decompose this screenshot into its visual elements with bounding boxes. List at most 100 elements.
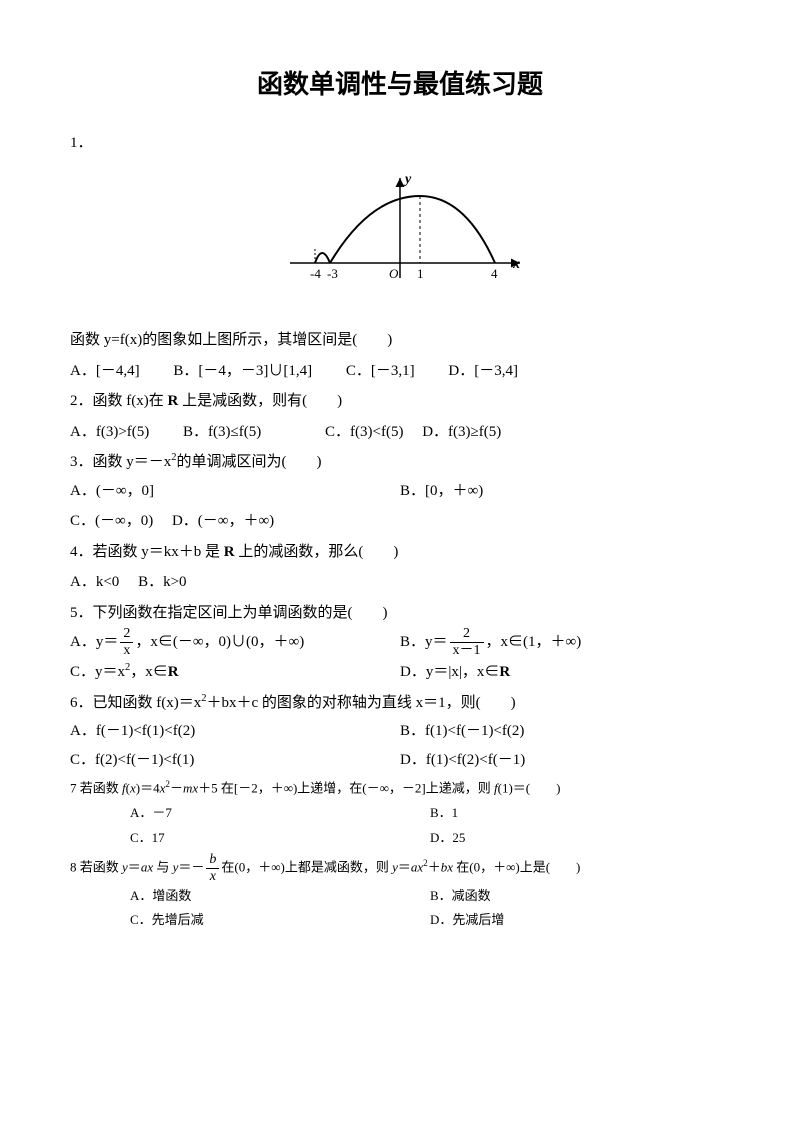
q2-opt-a: A．f(3)>f(5) bbox=[70, 424, 149, 440]
q7-m: m bbox=[183, 781, 192, 796]
svg-text:-3: -3 bbox=[327, 266, 338, 281]
q6-stem-a: 6．已知函数 f(x)＝x bbox=[70, 695, 201, 711]
q5b-den: x－1 bbox=[450, 643, 484, 658]
q1-options: A．[－4,4] B．[－4，－3]∪[1,4] C．[－3,1] D．[－3,… bbox=[70, 357, 730, 386]
q1-opt-b: B．[－4，－3]∪[1,4] bbox=[173, 363, 312, 379]
q1-opt-a: A．[－4,4] bbox=[70, 363, 140, 379]
q7-s3: )＝4 bbox=[136, 781, 160, 796]
q8-bd: x bbox=[206, 869, 219, 884]
q7-s6: (1)＝( ) bbox=[498, 781, 561, 796]
q3-options-row2: C．(－∞，0) D．(－∞，＋∞) bbox=[70, 507, 730, 536]
q3-options-row1: A．(－∞，0] B．[0，＋∞) bbox=[70, 477, 730, 506]
q7-stem: 7 若函数 f(x)＝4x2－mx＋5 在[－2，＋∞)上递增，在(－∞，－2]… bbox=[70, 776, 730, 801]
q5-opt-b: B．y＝2x－1，x∈(1，＋∞) bbox=[400, 627, 730, 658]
q8-s2: 与 bbox=[153, 859, 173, 874]
q1-graph: -4 -3 O 1 4 x y bbox=[70, 168, 730, 309]
q5-options-row1: A．y＝2x，x∈(－∞，0)∪(0，＋∞) B．y＝2x－1，x∈(1，＋∞) bbox=[70, 627, 730, 658]
q3-opt-b: B．[0，＋∞) bbox=[400, 477, 730, 506]
q8-s1: 8 若函数 bbox=[70, 859, 122, 874]
q8-s5: 在(0，＋∞)上是( ) bbox=[453, 859, 580, 874]
q8-plus: ＋ bbox=[428, 859, 441, 874]
q1-stem: 函数 y=f(x)的图象如上图所示，其增区间是( ) bbox=[70, 326, 730, 355]
q8-frac: bx bbox=[206, 853, 219, 884]
q8-opt-b: B．减函数 bbox=[430, 884, 730, 909]
q5d-pre: D．y＝|x|，x∈ bbox=[400, 664, 499, 680]
svg-text:y: y bbox=[403, 172, 412, 187]
q8-options-row2: C．先增后减 D．先减后增 bbox=[70, 908, 730, 933]
q4-stem: 4．若函数 y＝kx＋b 是 R 上的减函数，那么( ) bbox=[70, 538, 730, 567]
q6-stem-b: ＋bx＋c 的图象的对称轴为直线 x＝1，则( ) bbox=[207, 695, 516, 711]
q7-opt-c: C．17 bbox=[130, 826, 430, 851]
q3-opt-d: D．(－∞，＋∞) bbox=[172, 513, 274, 529]
q8-stem: 8 若函数 y＝ax 与 y＝－bx在(0，＋∞)上都是减函数，则 y＝ax2＋… bbox=[70, 853, 730, 884]
q4-stem-a: 4．若函数 y＝kx＋b 是 bbox=[70, 544, 224, 560]
q7-s4: － bbox=[170, 781, 183, 796]
q8-opt-a: A．增函数 bbox=[130, 884, 430, 909]
q1-opt-c: C．[－3,1] bbox=[346, 363, 415, 379]
q7-opt-b: B．1 bbox=[430, 801, 730, 826]
q3-stem: 3．函数 y＝－x2的单调减区间为( ) bbox=[70, 448, 730, 477]
q5d-R: R bbox=[499, 664, 510, 680]
q3-opt-a: A．(－∞，0] bbox=[70, 477, 400, 506]
q2-R: R bbox=[168, 393, 179, 409]
q5a-num: 2 bbox=[120, 627, 133, 643]
q2-opt-d: D．f(3)≥f(5) bbox=[422, 424, 501, 440]
q6-opt-a: A．f(－1)<f(1)<f(2) bbox=[70, 717, 400, 746]
q2-options: A．f(3)>f(5) B．f(3)≤f(5) C．f(3)<f(5) D．f(… bbox=[70, 418, 730, 447]
q5c-R: R bbox=[168, 664, 179, 680]
q8-bn: b bbox=[206, 853, 219, 869]
q8-options-row1: A．增函数 B．减函数 bbox=[70, 884, 730, 909]
q6-opt-d: D．f(1)<f(2)<f(－1) bbox=[400, 746, 730, 775]
q2-opt-b: B．f(3)≤f(5) bbox=[183, 424, 261, 440]
q5-options-row2: C．y＝x2，x∈R D．y＝|x|，x∈R bbox=[70, 658, 730, 687]
q6-stem: 6．已知函数 f(x)＝x2＋bx＋c 的图象的对称轴为直线 x＝1，则( ) bbox=[70, 689, 730, 718]
q5b-pre: B．y＝ bbox=[400, 634, 448, 650]
q5-opt-c: C．y＝x2，x∈R bbox=[70, 658, 400, 687]
svg-text:x: x bbox=[512, 257, 520, 272]
q5a-frac: 2x bbox=[120, 627, 133, 658]
q5a-post: ，x∈(－∞，0)∪(0，＋∞) bbox=[135, 634, 304, 650]
q2-opt-c: C．f(3)<f(5) bbox=[325, 424, 403, 440]
q5b-post: ，x∈(1，＋∞) bbox=[486, 634, 582, 650]
q4-opt-a: A．k<0 bbox=[70, 574, 119, 590]
q8-eq1: ＝ bbox=[128, 859, 141, 874]
q2-stem-b: 上是减函数，则有( ) bbox=[178, 393, 342, 409]
q4-R: R bbox=[224, 544, 235, 560]
q7-opt-d: D．25 bbox=[430, 826, 730, 851]
q7-s5: ＋5 在[－2，＋∞)上递增，在(－∞，－2]上递减，则 bbox=[198, 781, 494, 796]
q8-opt-c: C．先增后减 bbox=[130, 908, 430, 933]
q6-options-row2: C．f(2)<f(－1)<f(1) D．f(1)<f(2)<f(－1) bbox=[70, 746, 730, 775]
q1-opt-d: D．[－3,4] bbox=[448, 363, 518, 379]
q4-options: A．k<0 B．k>0 bbox=[70, 568, 730, 597]
q3-opt-c: C．(－∞，0) bbox=[70, 513, 153, 529]
svg-text:4: 4 bbox=[491, 266, 498, 281]
q5b-frac: 2x－1 bbox=[450, 627, 484, 658]
q8-s4: 在(0，＋∞)上都是减函数，则 bbox=[221, 859, 392, 874]
q5-stem: 5．下列函数在指定区间上为单调函数的是( ) bbox=[70, 599, 730, 628]
q7-opt-a: A．－7 bbox=[130, 801, 430, 826]
q6-options-row1: A．f(－1)<f(1)<f(2) B．f(1)<f(－1)<f(2) bbox=[70, 717, 730, 746]
page-title: 函数单调性与最值练习题 bbox=[70, 60, 730, 109]
q4-opt-b: B．k>0 bbox=[138, 574, 186, 590]
q5b-num: 2 bbox=[450, 627, 484, 643]
q7-options-row2: C．17 D．25 bbox=[70, 826, 730, 851]
q4-stem-b: 上的减函数，那么( ) bbox=[235, 544, 399, 560]
q2-stem: 2．函数 f(x)在 R 上是减函数，则有( ) bbox=[70, 387, 730, 416]
q7-s1: 7 若函数 bbox=[70, 781, 122, 796]
q5c-pre: C．y＝x bbox=[70, 664, 125, 680]
q3-stem-a: 3．函数 y＝－x bbox=[70, 454, 171, 470]
q6-opt-c: C．f(2)<f(－1)<f(1) bbox=[70, 746, 400, 775]
q7-options-row1: A．－7 B．1 bbox=[70, 801, 730, 826]
svg-text:O: O bbox=[389, 266, 399, 281]
q5-opt-d: D．y＝|x|，x∈R bbox=[400, 658, 730, 687]
q6-opt-b: B．f(1)<f(－1)<f(2) bbox=[400, 717, 730, 746]
q5c-mid: ，x∈ bbox=[130, 664, 168, 680]
q3-stem-b: 的单调减区间为( ) bbox=[177, 454, 322, 470]
q5a-den: x bbox=[120, 643, 133, 658]
q1-number: 1． bbox=[70, 129, 730, 158]
svg-text:1: 1 bbox=[417, 266, 424, 281]
q5-opt-a: A．y＝2x，x∈(－∞，0)∪(0，＋∞) bbox=[70, 627, 400, 658]
q8-opt-d: D．先减后增 bbox=[430, 908, 730, 933]
q2-stem-a: 2．函数 f(x)在 bbox=[70, 393, 168, 409]
q5a-pre: A．y＝ bbox=[70, 634, 118, 650]
